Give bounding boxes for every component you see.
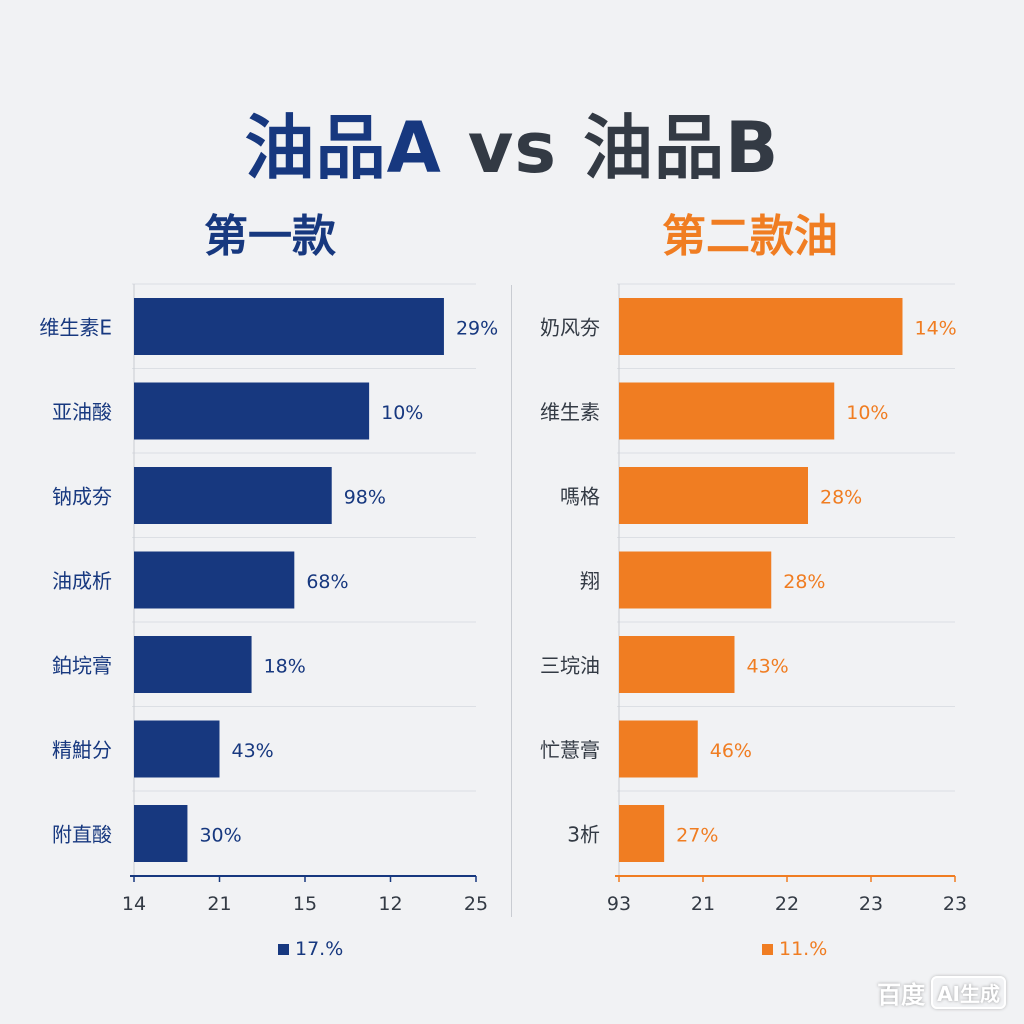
left-category-label: 钠成夯 (52, 485, 112, 509)
left-data-label: 18% (264, 656, 306, 678)
left-legend: 17.% (278, 938, 343, 960)
right-category-label: 3析 (567, 823, 600, 847)
left-category-label: 亚油酸 (52, 400, 112, 424)
left-category-label: 油成析 (52, 569, 112, 593)
left-category-label: 附直酸 (52, 823, 112, 847)
title-vs: vs (467, 107, 558, 189)
left-bar (134, 805, 188, 862)
left-data-label: 29% (456, 318, 498, 340)
title-part-a: 油品A (244, 107, 442, 189)
watermark-badge: AI生成 (931, 976, 1006, 1009)
left-category-label: 维生素E (39, 316, 112, 340)
right-legend: 11.% (762, 938, 827, 960)
left-data-label: 43% (232, 740, 274, 762)
left-bar (134, 551, 295, 609)
right-legend-swatch (762, 943, 773, 955)
chart-divider (511, 285, 512, 917)
left-tick-label: 14 (122, 893, 146, 915)
right-category-label: 忙薏膏 (540, 738, 600, 762)
right-bar (619, 467, 808, 524)
left-data-label: 10% (381, 402, 423, 424)
right-category-label: 奶风夯 (540, 316, 600, 340)
left-bar (134, 382, 370, 440)
left-bar (134, 636, 252, 693)
right-data-label: 14% (915, 318, 957, 340)
left-tick-label: 12 (378, 893, 402, 915)
right-category-label: 嗎格 (560, 485, 600, 509)
right-tick-label: 93 (607, 893, 631, 915)
right-bar (619, 298, 903, 355)
right-legend-label: 11.% (779, 938, 828, 960)
right-bar (619, 636, 735, 693)
right-bar (619, 551, 772, 609)
right-tick-label: 23 (859, 893, 883, 915)
left-tick-label: 25 (464, 893, 488, 915)
right-data-label: 28% (783, 571, 825, 593)
right-category-label: 维生素 (540, 400, 600, 424)
right-data-label: 10% (846, 402, 888, 424)
left-data-label: 68% (306, 571, 348, 593)
left-tick-label: 21 (207, 893, 231, 915)
right-category-label: 三垸油 (540, 654, 600, 678)
left-category-label: 精魽分 (52, 738, 112, 762)
chart-main-title: 油品A vs 油品B (0, 92, 1024, 193)
left-category-label: 鉑垸膏 (52, 654, 112, 678)
right-tick-label: 23 (943, 893, 967, 915)
left-legend-swatch (278, 943, 289, 955)
right-data-label: 46% (710, 740, 752, 762)
left-data-label: 98% (344, 487, 386, 509)
left-chart-title: 第一款 (204, 211, 336, 262)
right-data-label: 28% (820, 487, 862, 509)
left-data-label: 30% (199, 825, 241, 847)
right-bar (619, 382, 835, 440)
left-bar (134, 467, 332, 524)
left-tick-label: 15 (293, 893, 317, 915)
title-part-b: 油品B (583, 107, 780, 189)
left-legend-label: 17.% (295, 938, 344, 960)
left-bar (134, 298, 444, 355)
right-category-label: 翔 (580, 569, 600, 593)
right-bar (619, 805, 665, 862)
watermark-brand: 百度 (877, 981, 926, 1009)
right-data-label: 27% (676, 825, 718, 847)
right-tick-label: 22 (775, 893, 799, 915)
left-bar (134, 720, 220, 778)
right-chart-title: 第二款油 (662, 211, 838, 262)
right-tick-label: 21 (691, 893, 715, 915)
right-data-label: 43% (747, 656, 789, 678)
right-bar (619, 720, 698, 778)
watermark: 百度 AI生成 (877, 975, 1006, 1010)
